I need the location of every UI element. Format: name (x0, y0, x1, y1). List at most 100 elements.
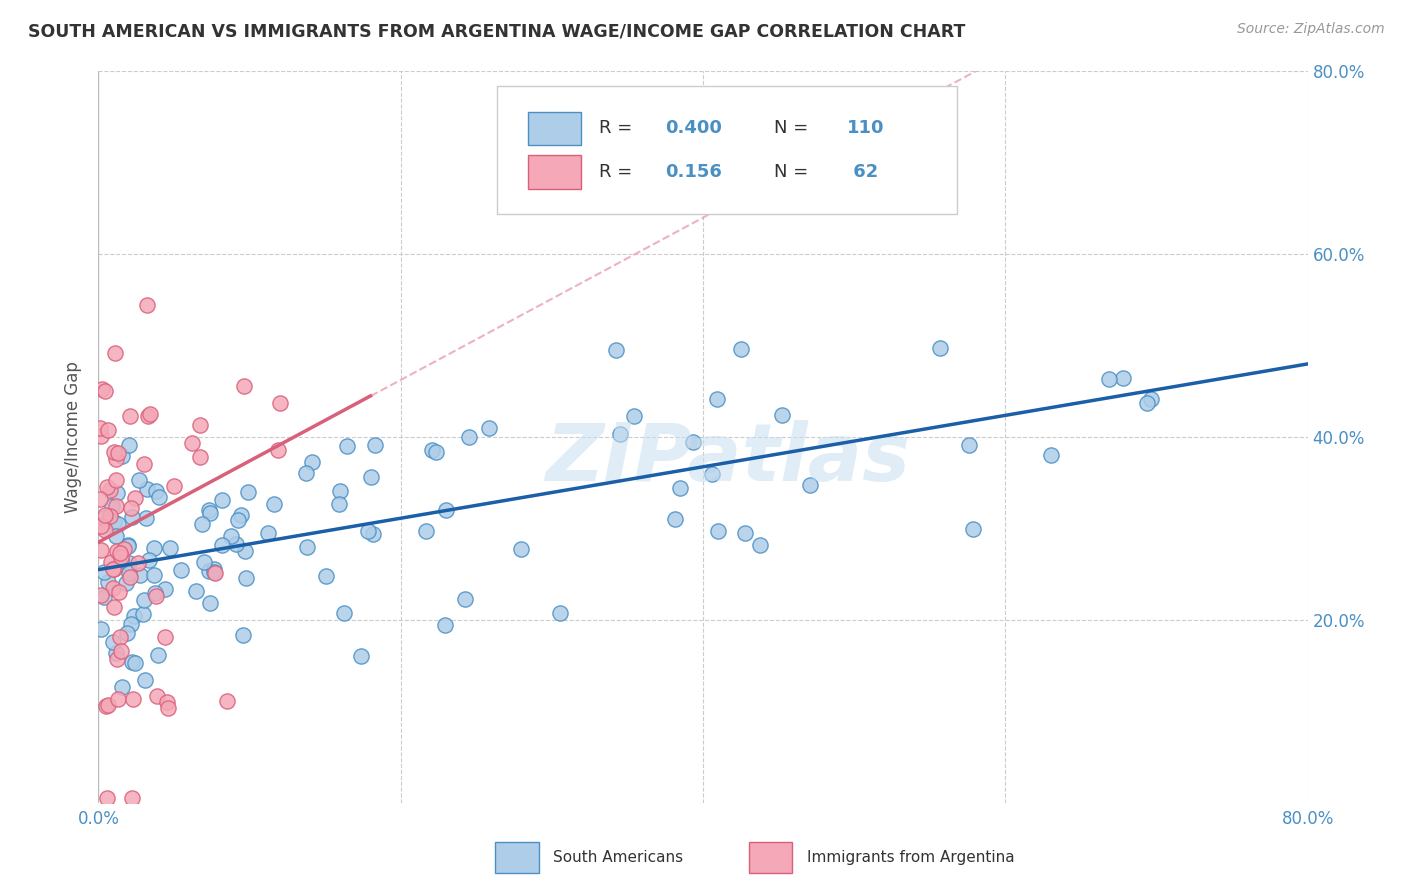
Point (156, 695, 179, 709)
Point (115, 626, 138, 640)
Point (225, 537, 247, 551)
Point (361, 527, 384, 541)
Point (163, 479, 186, 493)
Point (127, 556, 149, 570)
Text: ZIPatlas: ZIPatlas (544, 420, 910, 498)
Point (146, 648, 169, 663)
Point (700, 467, 723, 481)
Point (118, 556, 141, 570)
Point (211, 493, 233, 508)
Point (90, 429, 112, 443)
Point (101, 561, 124, 575)
Point (454, 592, 477, 607)
Point (129, 568, 152, 582)
Point (96, 423, 118, 437)
Point (215, 694, 238, 708)
Point (263, 497, 285, 511)
Point (198, 596, 221, 610)
Point (121, 791, 143, 805)
Point (94, 384, 117, 399)
Point (132, 457, 155, 471)
Point (749, 538, 772, 552)
Point (157, 701, 180, 715)
Point (136, 298, 159, 312)
Point (707, 524, 730, 538)
Point (623, 409, 645, 423)
Point (219, 529, 242, 543)
Point (436, 502, 458, 516)
Point (90, 518, 112, 533)
Point (799, 478, 821, 492)
Point (121, 509, 143, 524)
Point (188, 450, 211, 465)
Point (332, 606, 354, 620)
Point (198, 564, 221, 578)
Point (609, 427, 631, 442)
Point (90, 588, 112, 602)
Point (957, 438, 980, 452)
Point (142, 541, 165, 555)
Point (120, 570, 142, 584)
Point (107, 446, 129, 460)
Point (1112, 371, 1135, 385)
FancyBboxPatch shape (495, 842, 538, 873)
Point (235, 571, 257, 585)
Point (105, 499, 128, 513)
Point (682, 435, 704, 450)
Point (117, 540, 139, 554)
Point (211, 538, 233, 552)
Point (103, 599, 125, 614)
Text: 110: 110 (846, 120, 884, 137)
Point (233, 379, 256, 393)
Point (124, 656, 146, 670)
Point (364, 438, 387, 452)
Point (1136, 396, 1159, 410)
Point (103, 516, 125, 530)
Point (336, 439, 359, 453)
Point (357, 524, 380, 538)
Point (103, 581, 125, 595)
Point (122, 691, 145, 706)
Point (198, 503, 221, 517)
Point (929, 342, 952, 356)
Point (228, 513, 250, 527)
Point (328, 497, 350, 511)
Point (193, 556, 215, 570)
Point (90, 382, 112, 396)
Point (97, 575, 120, 590)
Point (104, 346, 127, 360)
Point (105, 452, 128, 467)
Point (420, 443, 443, 458)
Point (477, 421, 499, 435)
Point (233, 543, 256, 558)
Point (664, 512, 686, 526)
Text: N =: N = (775, 163, 814, 181)
Point (112, 542, 135, 557)
Point (295, 540, 318, 554)
Point (105, 651, 128, 665)
Point (143, 586, 166, 600)
Point (93, 590, 115, 604)
Point (96, 791, 118, 805)
Point (458, 430, 481, 444)
Point (329, 484, 352, 499)
Point (734, 525, 756, 540)
Point (120, 409, 142, 424)
Point (103, 562, 125, 576)
Point (315, 568, 337, 582)
Point (98, 509, 121, 524)
Point (770, 409, 793, 423)
FancyBboxPatch shape (527, 155, 581, 189)
Point (145, 483, 167, 498)
Point (294, 467, 316, 481)
FancyBboxPatch shape (498, 86, 957, 214)
Point (202, 566, 225, 580)
Text: Immigrants from Argentina: Immigrants from Argentina (807, 850, 1015, 865)
Text: SOUTH AMERICAN VS IMMIGRANTS FROM ARGENTINA WAGE/INCOME GAP CORRELATION CHART: SOUTH AMERICAN VS IMMIGRANTS FROM ARGENT… (28, 22, 966, 40)
Point (89, 420, 111, 434)
Point (360, 470, 382, 484)
Point (202, 562, 225, 576)
Point (155, 582, 177, 596)
Point (105, 486, 128, 500)
Point (1039, 448, 1062, 462)
